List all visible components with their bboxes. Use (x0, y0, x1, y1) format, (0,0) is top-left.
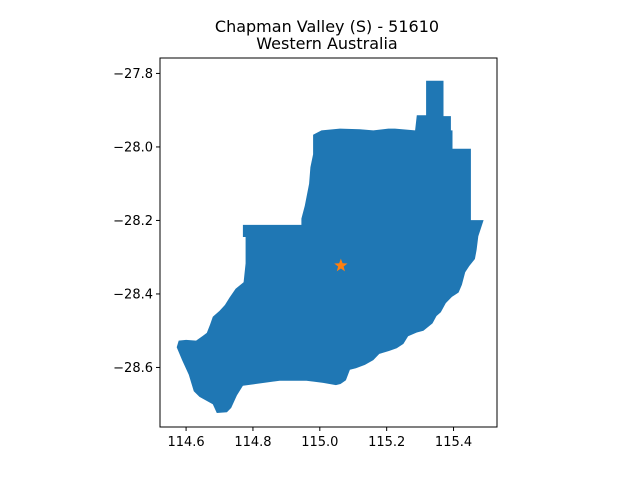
y-tick-label: −28.6 (113, 361, 153, 376)
centroid-star-marker (334, 258, 348, 272)
x-tick-label: 114.8 (234, 435, 271, 450)
x-tick-label: 115.2 (368, 435, 405, 450)
x-tick-label: 115.4 (435, 435, 472, 450)
y-tick-label: −28.2 (113, 214, 153, 229)
y-tick-label: −28.4 (113, 287, 153, 302)
y-tick-label: −27.8 (113, 67, 153, 82)
x-axis: 114.6 114.8 115.0 115.2 115.4 (167, 427, 472, 450)
figure-title-line-1: Chapman Valley (S) - 51610 (215, 17, 439, 36)
x-tick-label: 115.0 (301, 435, 338, 450)
centroid-marker-group (334, 258, 348, 272)
y-tick-label: −28.0 (113, 140, 153, 155)
axes-frame (159, 57, 498, 428)
x-tick-label: 114.6 (167, 435, 204, 450)
region-polygon (176, 80, 484, 414)
plot-area (176, 80, 484, 414)
figure-title-line-2: Western Australia (256, 34, 397, 53)
y-axis: −27.8 −28.0 −28.2 −28.4 −28.6 (113, 67, 160, 376)
